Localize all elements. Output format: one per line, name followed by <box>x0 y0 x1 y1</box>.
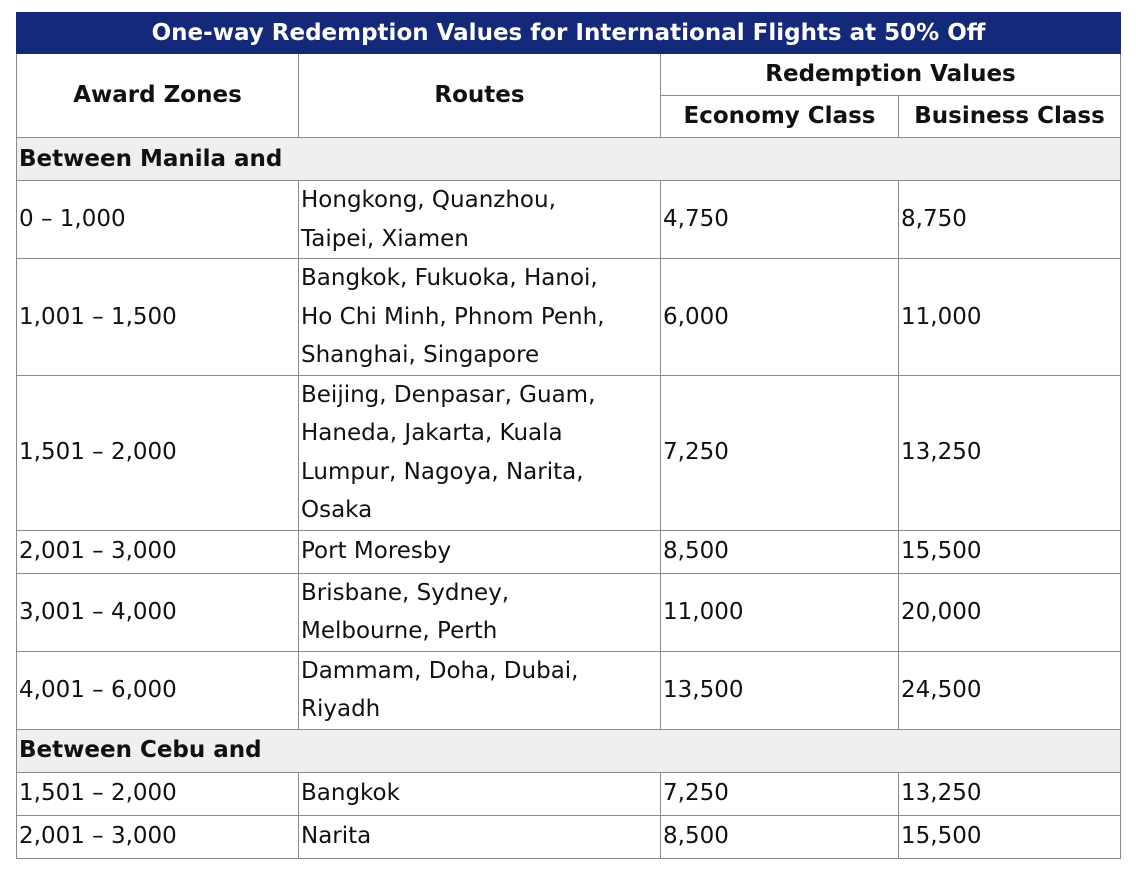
redemption-table-container: One-way Redemption Values for Internatio… <box>15 12 1122 859</box>
route-line: Dammam, Doha, Dubai, <box>301 657 579 684</box>
cell-routes: Port Moresby <box>298 529 661 574</box>
cell-economy-value: 4,750 <box>660 180 899 259</box>
table-row: 0 – 1,000 Hongkong, Quanzhou, Taipei, Xiam… <box>16 180 1122 259</box>
route-line: Shanghai, Singapore <box>301 342 540 368</box>
cell-award-zone: 1,501 – 2,000 <box>16 374 299 531</box>
cell-routes: Beijing, Denpasar, Guam, Haneda, Jakarta,… <box>298 374 661 531</box>
cell-award-zone: 4,001 – 6,000 <box>16 650 299 730</box>
header-economy-class: Economy Class <box>660 95 899 138</box>
route-line: Ho Chi Minh, Phnom Penh, <box>301 303 605 330</box>
cell-business-value: 15,500 <box>897 814 1122 859</box>
route-line: Beijing, Denpasar, Guam, <box>301 381 596 408</box>
table-row: 4,001 – 6,000 Dammam, Doha, Dubai, Riyadh 1… <box>16 650 1122 730</box>
header-award-zones: Award Zones <box>16 53 299 138</box>
cell-routes: Narita <box>298 814 661 859</box>
route-line: Melbourne, Perth <box>301 618 498 644</box>
cell-business-value: 13,250 <box>897 374 1122 531</box>
cell-routes: Bangkok, Fukuoka, Hanoi, Ho Chi Minh, Phn… <box>298 258 661 376</box>
route-line: Hongkong, Quanzhou, <box>301 187 556 213</box>
section-row: Between Cebu and <box>15 728 1122 773</box>
header-redemption-values: Redemption Values <box>659 53 1122 96</box>
cell-business-value: 11,000 <box>897 258 1122 376</box>
cell-economy-value: 13,500 <box>660 650 899 730</box>
route-line: Narita <box>301 823 372 850</box>
route-line: Lumpur, Nagoya, Narita, <box>301 458 584 485</box>
cell-award-zone: 1,001 – 1,500 <box>16 258 299 376</box>
cell-award-zone: 1,501 – 2,000 <box>16 771 299 816</box>
section-label: Between Manila and <box>15 137 1122 181</box>
cell-economy-value: 7,250 <box>660 374 899 531</box>
route-line: Osaka <box>301 497 373 523</box>
cell-business-value: 20,000 <box>897 572 1122 652</box>
table-title: One-way Redemption Values for Internatio… <box>15 12 1122 54</box>
route-line: Brisbane, Sydney, <box>301 579 510 606</box>
cell-routes: Hongkong, Quanzhou, Taipei, Xiamen <box>298 180 661 259</box>
table-row: 1,501 – 2,000 Bangkok 7,250 13,250 <box>16 771 1122 816</box>
cell-business-value: 15,500 <box>897 529 1122 574</box>
cell-economy-value: 11,000 <box>660 572 899 652</box>
table-row: 3,001 – 4,000 Brisbane, Sydney, Melbourne,… <box>16 572 1122 652</box>
header-routes: Routes <box>298 53 661 138</box>
cell-award-zone: 0 – 1,000 <box>16 180 299 259</box>
route-line: Haneda, Jakarta, Kuala <box>301 420 563 446</box>
cell-award-zone: 2,001 – 3,000 <box>16 814 299 859</box>
cell-economy-value: 7,250 <box>660 771 899 816</box>
table-row: 1,001 – 1,500 Bangkok, Fukuoka, Hanoi, Ho … <box>16 258 1122 376</box>
table-row: 1,501 – 2,000 Beijing, Denpasar, Guam, Han… <box>16 374 1122 531</box>
route-line: Bangkok <box>301 780 400 807</box>
cell-award-zone: 3,001 – 4,000 <box>16 572 299 652</box>
table-body: Between Manila and 0 – 1,000 Hongkong, Qua… <box>15 137 1122 859</box>
cell-award-zone: 2,001 – 3,000 <box>16 529 299 574</box>
cell-routes: Dammam, Doha, Dubai, Riyadh <box>298 650 661 730</box>
table-row: 2,001 – 3,000 Narita 8,500 15,500 <box>16 814 1122 859</box>
cell-routes: Bangkok <box>298 771 661 816</box>
section-label: Between Cebu and <box>15 728 1122 773</box>
redemption-table: One-way Redemption Values for Internatio… <box>15 12 1122 859</box>
section-row: Between Manila and <box>15 137 1122 181</box>
cell-business-value: 13,250 <box>897 771 1122 816</box>
route-line: Taipei, Xiamen <box>301 225 469 252</box>
route-line: Port Moresby <box>301 538 452 565</box>
cell-economy-value: 8,500 <box>660 814 899 859</box>
table-row: 2,001 – 3,000 Port Moresby 8,500 15,500 <box>16 529 1122 574</box>
cell-routes: Brisbane, Sydney, Melbourne, Perth <box>298 572 661 652</box>
cell-business-value: 24,500 <box>897 650 1122 730</box>
route-line: Bangkok, Fukuoka, Hanoi, <box>301 265 598 291</box>
route-line: Riyadh <box>301 696 381 722</box>
cell-economy-value: 6,000 <box>660 258 899 376</box>
cell-economy-value: 8,500 <box>660 529 899 574</box>
cell-business-value: 8,750 <box>897 180 1122 259</box>
header-business-class: Business Class <box>897 95 1122 138</box>
